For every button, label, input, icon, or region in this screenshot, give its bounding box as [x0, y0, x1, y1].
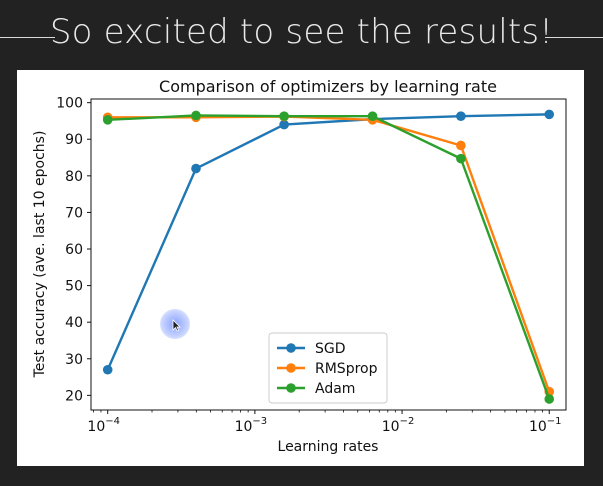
sgd-point — [544, 109, 555, 120]
headline-banner: So excited to see the results! — [0, 0, 603, 70]
optimizer-chart: Comparison of optimizers by learning rat… — [32, 77, 567, 455]
legend: SGD RMSprop Adam — [268, 332, 388, 404]
legend-swatch-marker — [286, 363, 296, 373]
x-tick-label: 10−2 — [382, 416, 415, 435]
x-tick-exponent: −2 — [400, 416, 415, 427]
adam-point — [102, 115, 113, 125]
legend-label: RMSprop — [315, 361, 378, 377]
x-tick-label: 10−1 — [529, 416, 562, 435]
sgd-point — [191, 163, 201, 174]
x-axis-label: Learning rates — [278, 439, 379, 455]
rmsprop-point — [456, 140, 466, 151]
x-tick-base: 10 — [382, 419, 400, 435]
legend-swatch-marker — [286, 343, 296, 353]
y-tick-label: 30 — [65, 352, 83, 368]
y-tick-label: 40 — [65, 315, 83, 331]
chart-card: Comparison of optimizers by learning rat… — [17, 70, 584, 466]
x-tick-exponent: −4 — [105, 416, 120, 427]
headline-text: So excited to see the results! — [49, 12, 554, 52]
legend-frame — [268, 332, 388, 404]
adam-point — [544, 394, 555, 404]
y-tick-label: 100 — [56, 96, 83, 112]
sgd-point — [456, 111, 466, 121]
y-axis-label: Test accuracy (ave. last 10 epochs) — [32, 131, 48, 379]
pointer-cursor-icon — [172, 319, 181, 332]
y-tick-label: 50 — [65, 279, 83, 295]
x-tick-exponent: −3 — [252, 416, 267, 427]
y-tick-label: 90 — [65, 132, 83, 148]
x-tick-base: 10 — [87, 419, 105, 435]
x-tick-exponent: −1 — [547, 416, 562, 427]
adam-point — [279, 111, 289, 121]
headline-rule-right — [545, 37, 603, 38]
x-axis: 10−4 10−3 10−2 10−1 — [87, 410, 562, 435]
adam-point — [456, 153, 466, 164]
legend-label: Adam — [315, 381, 355, 397]
y-tick-label: 60 — [65, 242, 83, 258]
y-axis: 20 30 40 50 60 70 80 90 100 — [56, 96, 91, 404]
x-tick-label: 10−4 — [87, 416, 120, 435]
adam-series-line — [107, 114, 551, 400]
sgd-point — [279, 119, 289, 130]
headline-rule-left — [0, 37, 55, 38]
chart-title: Comparison of optimizers by learning rat… — [159, 77, 497, 96]
y-tick-label: 80 — [65, 169, 83, 185]
adam-point — [191, 110, 201, 121]
adam-point — [367, 111, 378, 121]
sgd-point — [102, 364, 113, 375]
legend-swatch-marker — [286, 383, 296, 393]
cursor-halo — [160, 309, 190, 339]
y-tick-label: 70 — [65, 205, 83, 221]
x-tick-base: 10 — [235, 419, 253, 435]
x-tick-label: 10−3 — [235, 416, 268, 435]
plot-area-frame — [90, 98, 567, 411]
x-tick-base: 10 — [529, 419, 547, 435]
legend-label: SGD — [315, 341, 346, 357]
y-tick-label: 20 — [65, 388, 83, 404]
series-layer — [102, 109, 555, 404]
sgd-series-line — [106, 113, 550, 371]
